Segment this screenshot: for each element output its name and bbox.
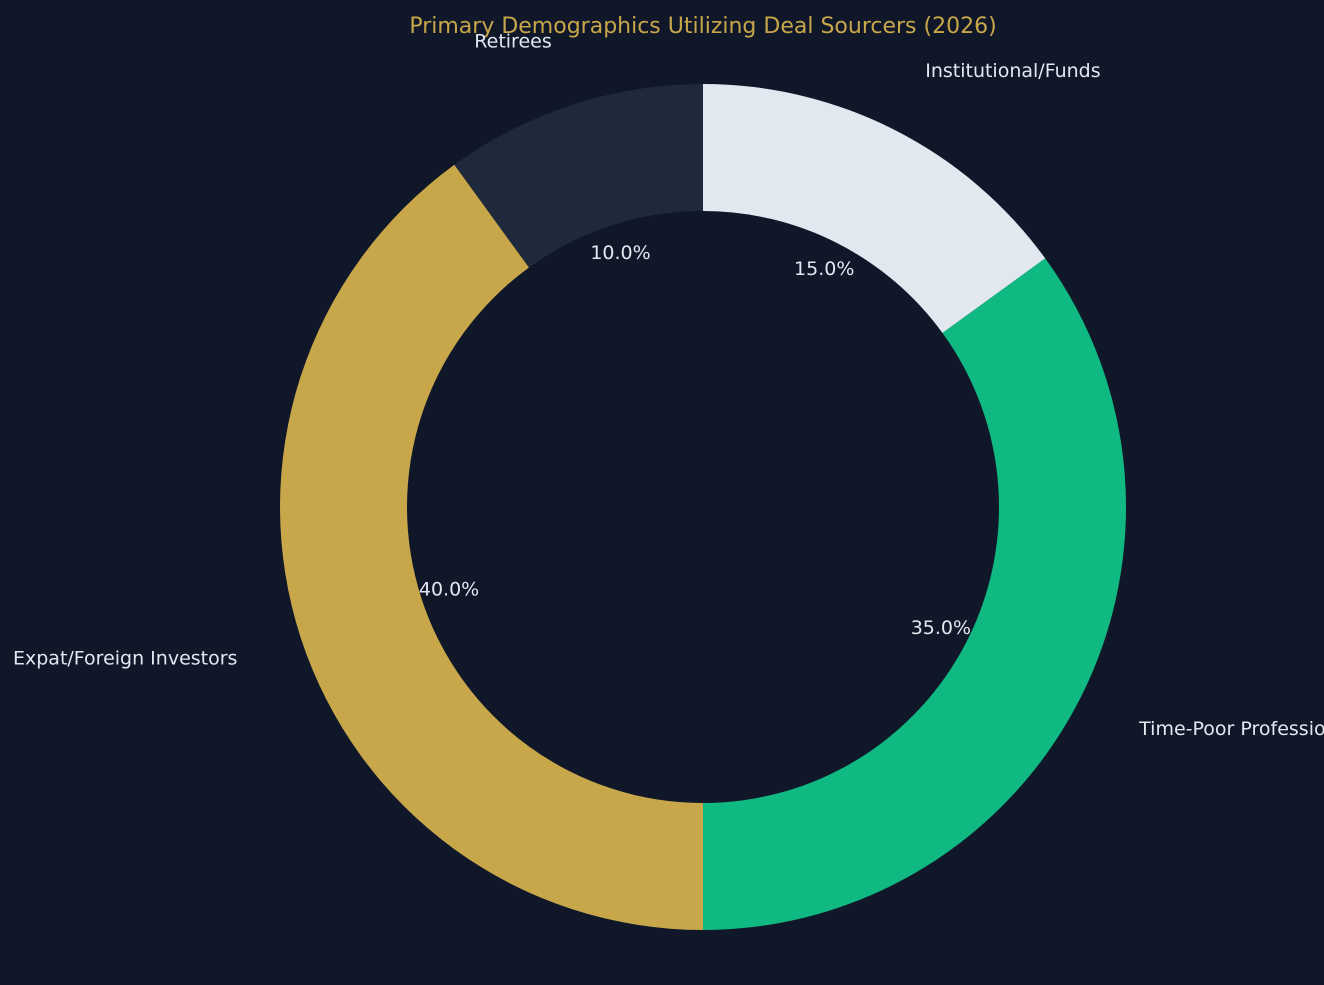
slice-institutional-funds [703,84,1046,334]
labels-group: Institutional/Funds 15.0% Time-Poor Profes… [13,30,1324,740]
slice-label-institutional-funds: Institutional/Funds [925,60,1100,82]
slice-retirees [454,84,703,268]
slice-label-expat-foreign-investors: Expat/Foreign Investors [13,647,237,669]
slice-percent-retirees: 10.0% [590,242,650,264]
slice-percent-expat-foreign-investors: 40.0% [419,579,479,601]
slice-label-retirees: Retirees [474,30,551,52]
slice-percent-time-poor-professionals: 35.0% [911,617,971,639]
slice-percent-institutional-funds: 15.0% [794,258,854,280]
slices-group [280,84,1126,931]
chart-title: Primary Demographics Utilizing Deal Sour… [409,14,996,39]
slice-expat-foreign-investors [280,164,703,930]
slice-label-time-poor-professionals: Time-Poor Professionals [1138,718,1324,740]
slice-time-poor-professionals [703,258,1126,931]
